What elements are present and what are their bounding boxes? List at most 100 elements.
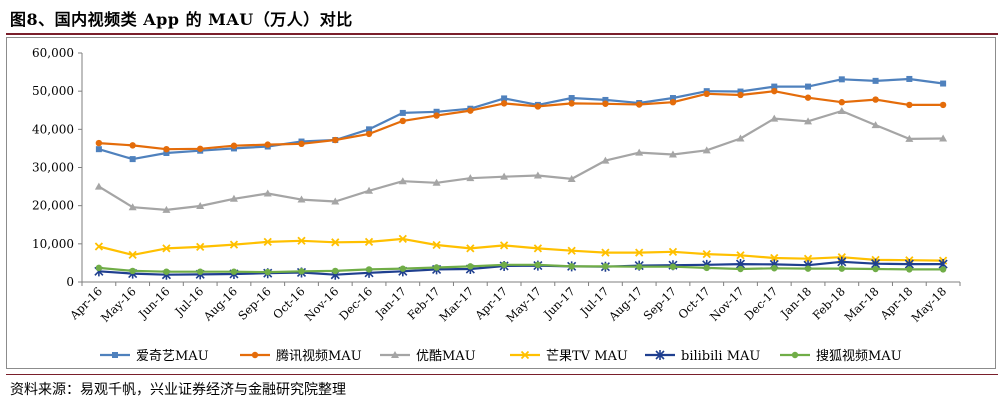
- data-point: [568, 100, 575, 107]
- data-point: [331, 238, 340, 247]
- data-point: [872, 77, 879, 84]
- legend-item-3: 芒果TV MAU: [510, 348, 628, 364]
- data-point: [533, 171, 542, 179]
- x-tick-label: Oct-17: [675, 284, 712, 321]
- data-point: [567, 246, 576, 255]
- x-tick-label: May-18: [908, 284, 949, 325]
- data-point: [95, 146, 102, 153]
- y-tick-label: 60,000: [32, 46, 74, 60]
- data-point: [837, 107, 846, 115]
- y-tick-label: 20,000: [32, 199, 74, 213]
- data-point: [500, 100, 508, 107]
- series-5: [95, 261, 947, 276]
- data-point: [668, 247, 678, 256]
- x-tick-label: Feb-18: [810, 284, 848, 322]
- data-point: [432, 240, 441, 250]
- data-point: [838, 265, 846, 272]
- series-line: [98, 237, 944, 262]
- y-tick-label: 10,000: [32, 237, 74, 251]
- data-point: [669, 95, 676, 102]
- series-1: [95, 87, 947, 153]
- data-point: [196, 202, 205, 210]
- data-point: [669, 263, 677, 270]
- series-line: [98, 263, 944, 274]
- data-point: [601, 156, 610, 164]
- x-tick-label: Feb-17: [404, 284, 442, 322]
- data-point: [939, 266, 947, 273]
- data-point: [499, 241, 509, 250]
- data-point: [94, 182, 103, 190]
- data-point: [804, 94, 812, 101]
- data-point: [668, 150, 677, 158]
- chart-axes: 010,00020,00030,00040,00050,00060,000Apr…: [32, 46, 961, 325]
- data-point: [95, 139, 103, 147]
- data-point: [399, 109, 406, 116]
- y-tick-label: 30,000: [32, 161, 74, 175]
- data-point: [568, 95, 575, 102]
- data-point: [297, 236, 306, 245]
- data-point: [264, 141, 271, 148]
- data-point: [129, 142, 136, 149]
- data-point: [331, 197, 340, 205]
- legend-item-2: 优酷MAU: [380, 349, 476, 364]
- legend-swatch-marker: [391, 351, 399, 358]
- data-point: [702, 146, 711, 154]
- data-point: [635, 148, 644, 156]
- data-point: [871, 121, 880, 129]
- data-point: [433, 264, 440, 271]
- data-point: [905, 134, 914, 142]
- x-tick-label: Sep-16: [235, 284, 274, 323]
- legend-item-5: 搜狐视频MAU: [780, 349, 902, 364]
- data-point: [872, 96, 879, 103]
- data-point: [906, 101, 913, 109]
- x-tick-label: Jun-17: [540, 284, 577, 321]
- data-point: [230, 142, 238, 149]
- data-point: [298, 140, 305, 148]
- legend-label: 芒果TV MAU: [546, 348, 628, 364]
- data-point: [803, 254, 813, 263]
- data-point: [501, 95, 508, 102]
- data-point: [602, 100, 609, 107]
- data-point: [433, 112, 440, 119]
- x-tick-label: Jan-18: [777, 284, 814, 321]
- data-point: [163, 145, 170, 153]
- data-point: [196, 268, 204, 275]
- data-point: [939, 101, 947, 109]
- data-point: [196, 242, 205, 252]
- data-point: [500, 261, 508, 269]
- data-point: [939, 134, 948, 142]
- series-2: [94, 107, 948, 213]
- x-tick-label: Aug-16: [200, 284, 240, 324]
- data-point: [601, 248, 610, 257]
- data-point: [872, 265, 879, 273]
- legend-item-0: 爱奇艺MAU: [100, 348, 209, 364]
- data-point: [770, 253, 779, 263]
- data-point: [230, 268, 238, 275]
- y-tick-label: 40,000: [32, 122, 74, 136]
- x-tick-label: Nov-17: [707, 284, 747, 324]
- data-point: [365, 130, 373, 138]
- data-point: [229, 194, 238, 202]
- x-tick-label: Jan-17: [372, 284, 409, 321]
- data-point: [196, 145, 204, 152]
- data-point: [771, 87, 778, 95]
- data-point: [534, 261, 542, 269]
- data-point: [366, 126, 373, 133]
- data-point: [433, 108, 440, 115]
- legend-swatch-marker: [655, 350, 665, 360]
- data-point: [703, 90, 710, 98]
- series-line: [98, 109, 944, 211]
- data-point: [162, 205, 171, 213]
- data-point: [298, 268, 305, 275]
- data-point: [736, 134, 745, 142]
- data-point: [771, 265, 778, 272]
- data-point: [736, 251, 745, 260]
- data-point: [365, 266, 373, 273]
- x-tick-label: Jun-16: [135, 284, 172, 321]
- title-rule: [6, 33, 998, 35]
- data-point: [838, 99, 846, 106]
- legend-label: bilibili MAU: [681, 349, 760, 364]
- y-tick-label: 50,000: [32, 84, 74, 98]
- legend-swatch-marker: [112, 352, 118, 358]
- data-point: [940, 80, 947, 87]
